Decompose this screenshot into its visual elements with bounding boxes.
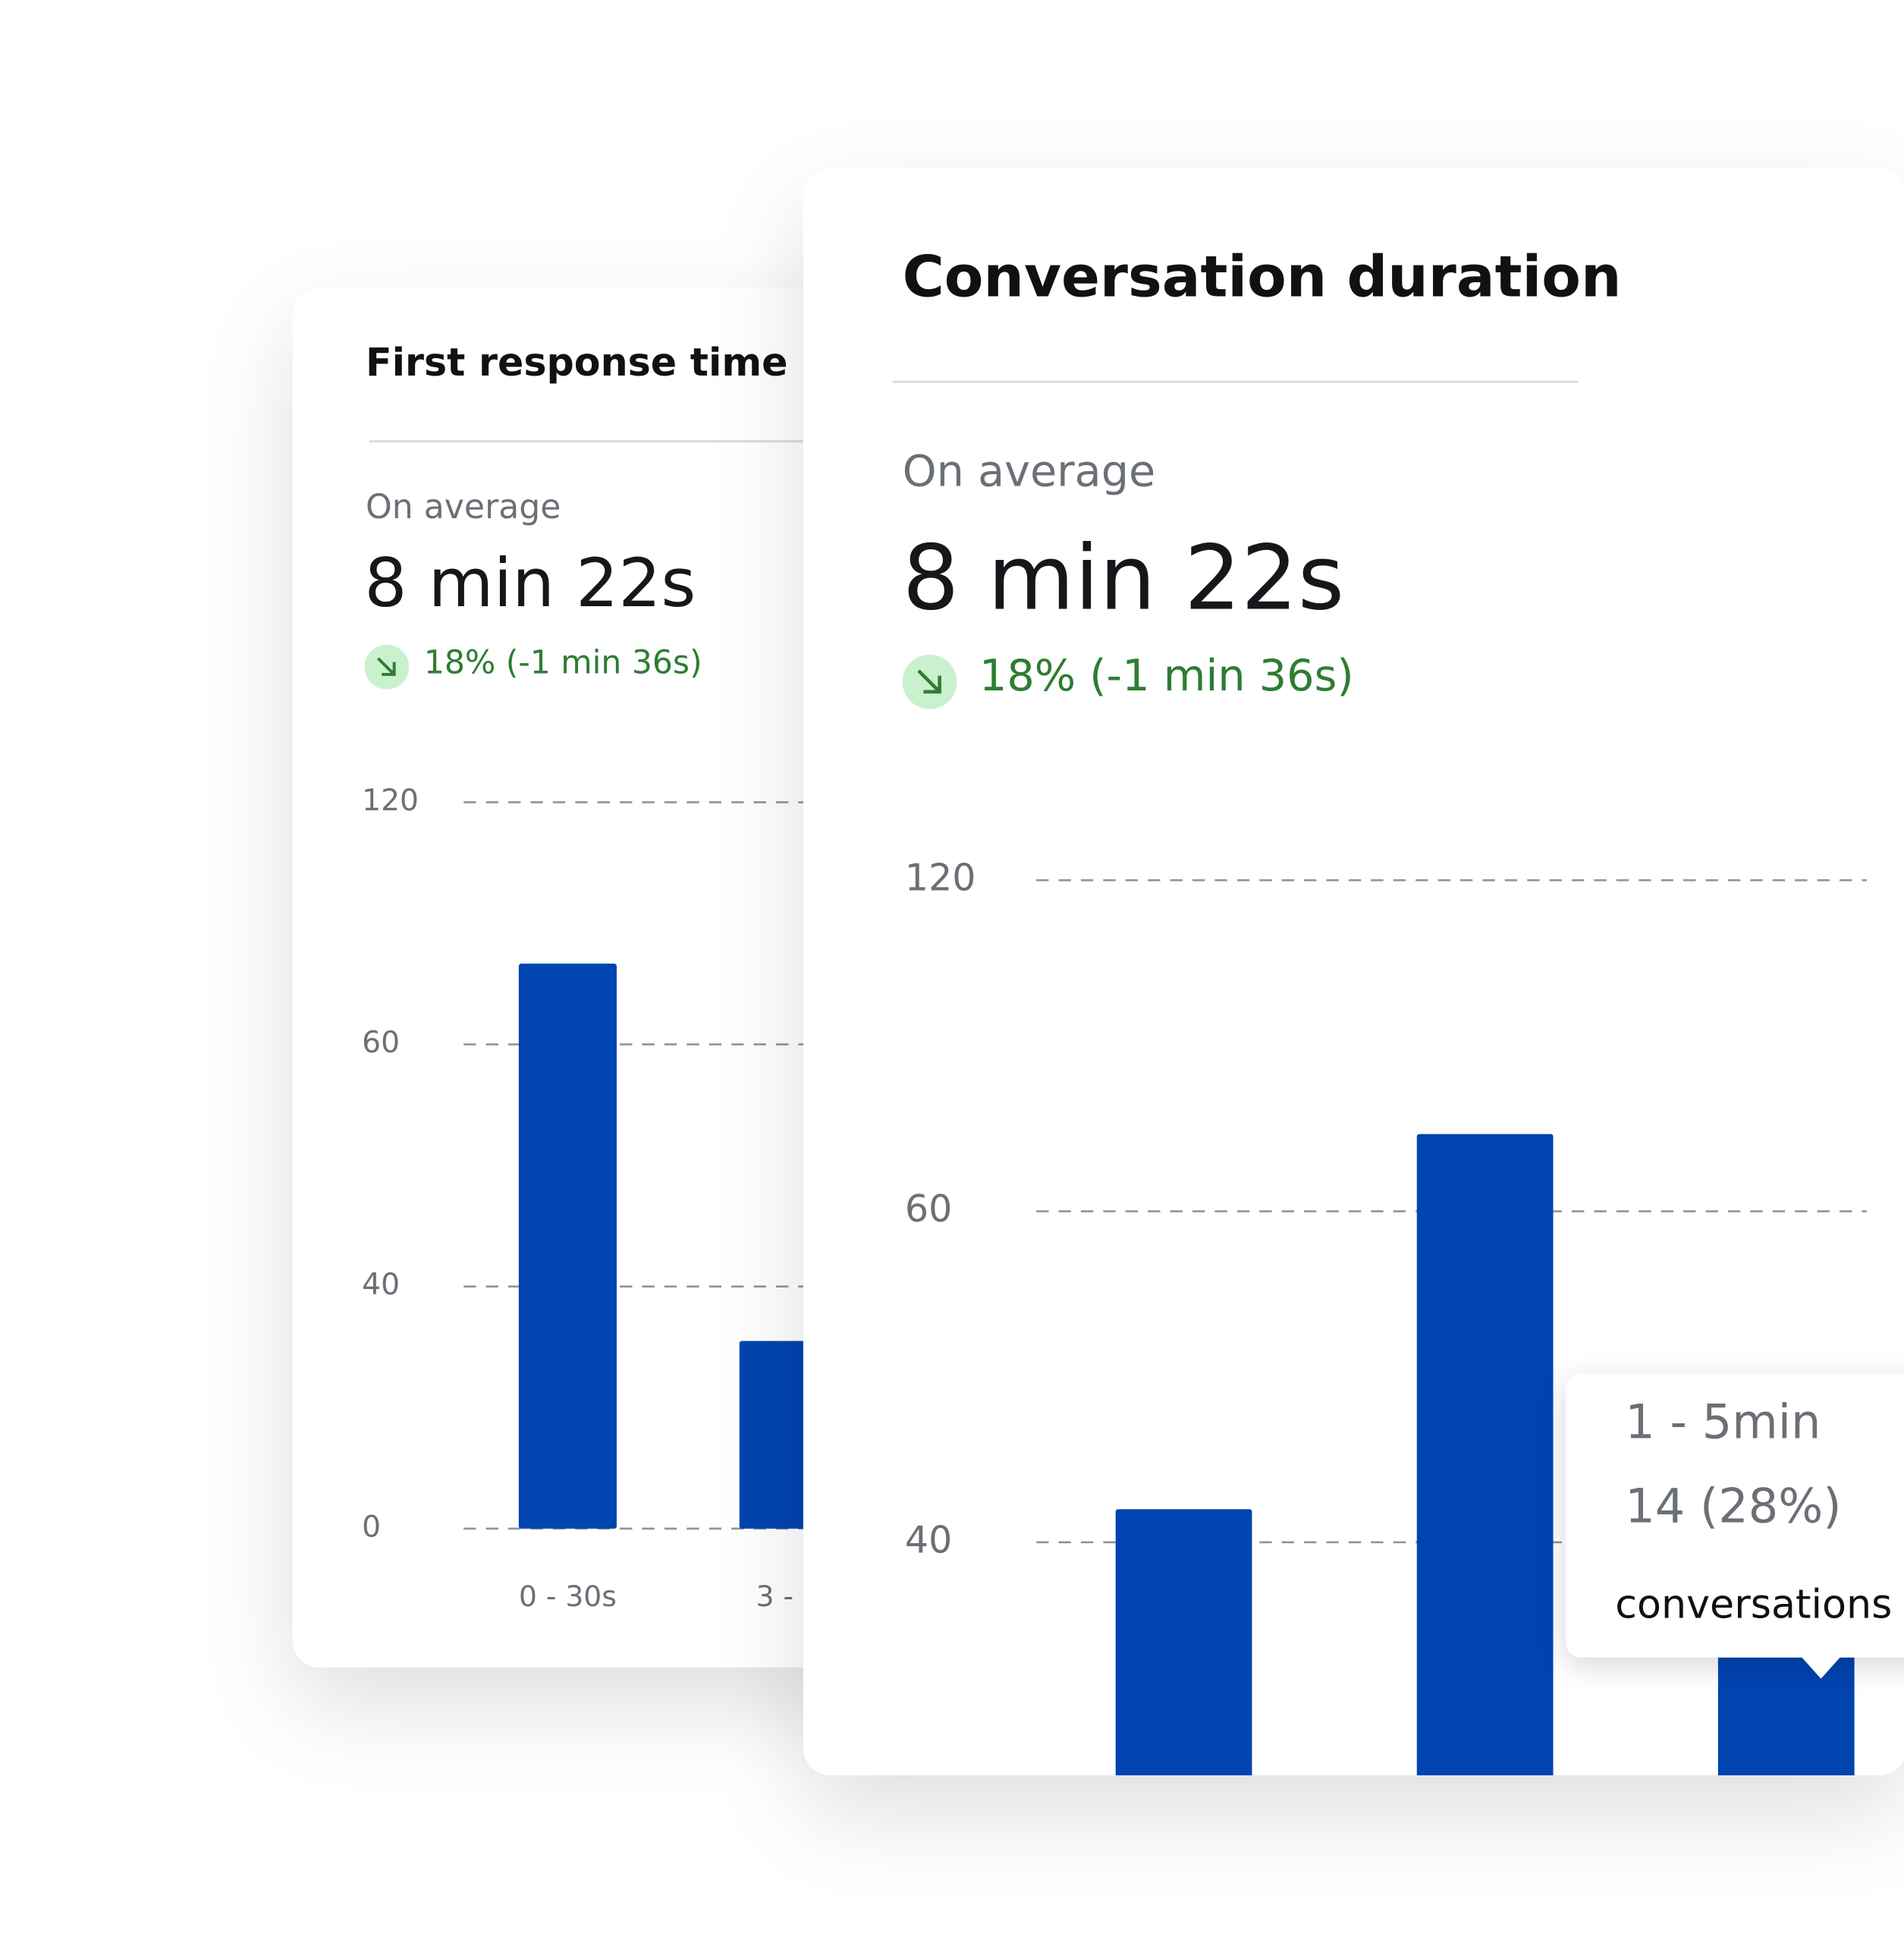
x-tick-label: 0 - 30s <box>519 1580 617 1613</box>
y-tick-label: 0 <box>362 1510 381 1544</box>
y-tick-label: 60 <box>362 1026 400 1060</box>
divider <box>892 380 1579 383</box>
tooltip-unit: conversations <box>1615 1580 1893 1628</box>
tooltip-pointer <box>1799 1653 1843 1679</box>
y-tick-label: 120 <box>362 784 419 818</box>
y-tick-label: 60 <box>905 1187 952 1231</box>
divider <box>369 440 875 443</box>
bar <box>1416 1133 1554 1776</box>
trend-icon <box>902 654 957 709</box>
kpi-value: 8 min 22s <box>364 544 696 623</box>
tooltip-label: 1 - 5min <box>1625 1394 1821 1450</box>
y-tick-label: 120 <box>905 856 976 900</box>
card: 40 60 120 Conversation duration On average… <box>803 168 1904 1776</box>
kpi-value: 8 min 22s <box>902 525 1345 630</box>
tooltip: 1 - 5min 14 (28%) conversations <box>1565 1373 1904 1679</box>
tooltip-value: 14 (28%) <box>1625 1479 1842 1534</box>
card-title: First response time <box>366 341 788 386</box>
chart: 40 60 120 <box>905 856 1867 1776</box>
y-tick-label: 40 <box>362 1268 400 1302</box>
y-tick-label: 40 <box>905 1517 952 1561</box>
kpi-label: On average <box>366 488 561 527</box>
card: 0 40 60 120 0 - 30s 3 - 6 First response time… <box>292 288 875 1668</box>
kpi-change: 18% (-1 min 36s) <box>979 652 1354 702</box>
kpi-label: On average <box>902 447 1156 498</box>
bar <box>1115 1509 1252 1776</box>
kpi-change: 18% (-1 min 36s) <box>423 644 702 682</box>
bar <box>518 964 617 1529</box>
trend-icon <box>364 644 410 690</box>
card-title: Conversation duration <box>902 243 1622 310</box>
